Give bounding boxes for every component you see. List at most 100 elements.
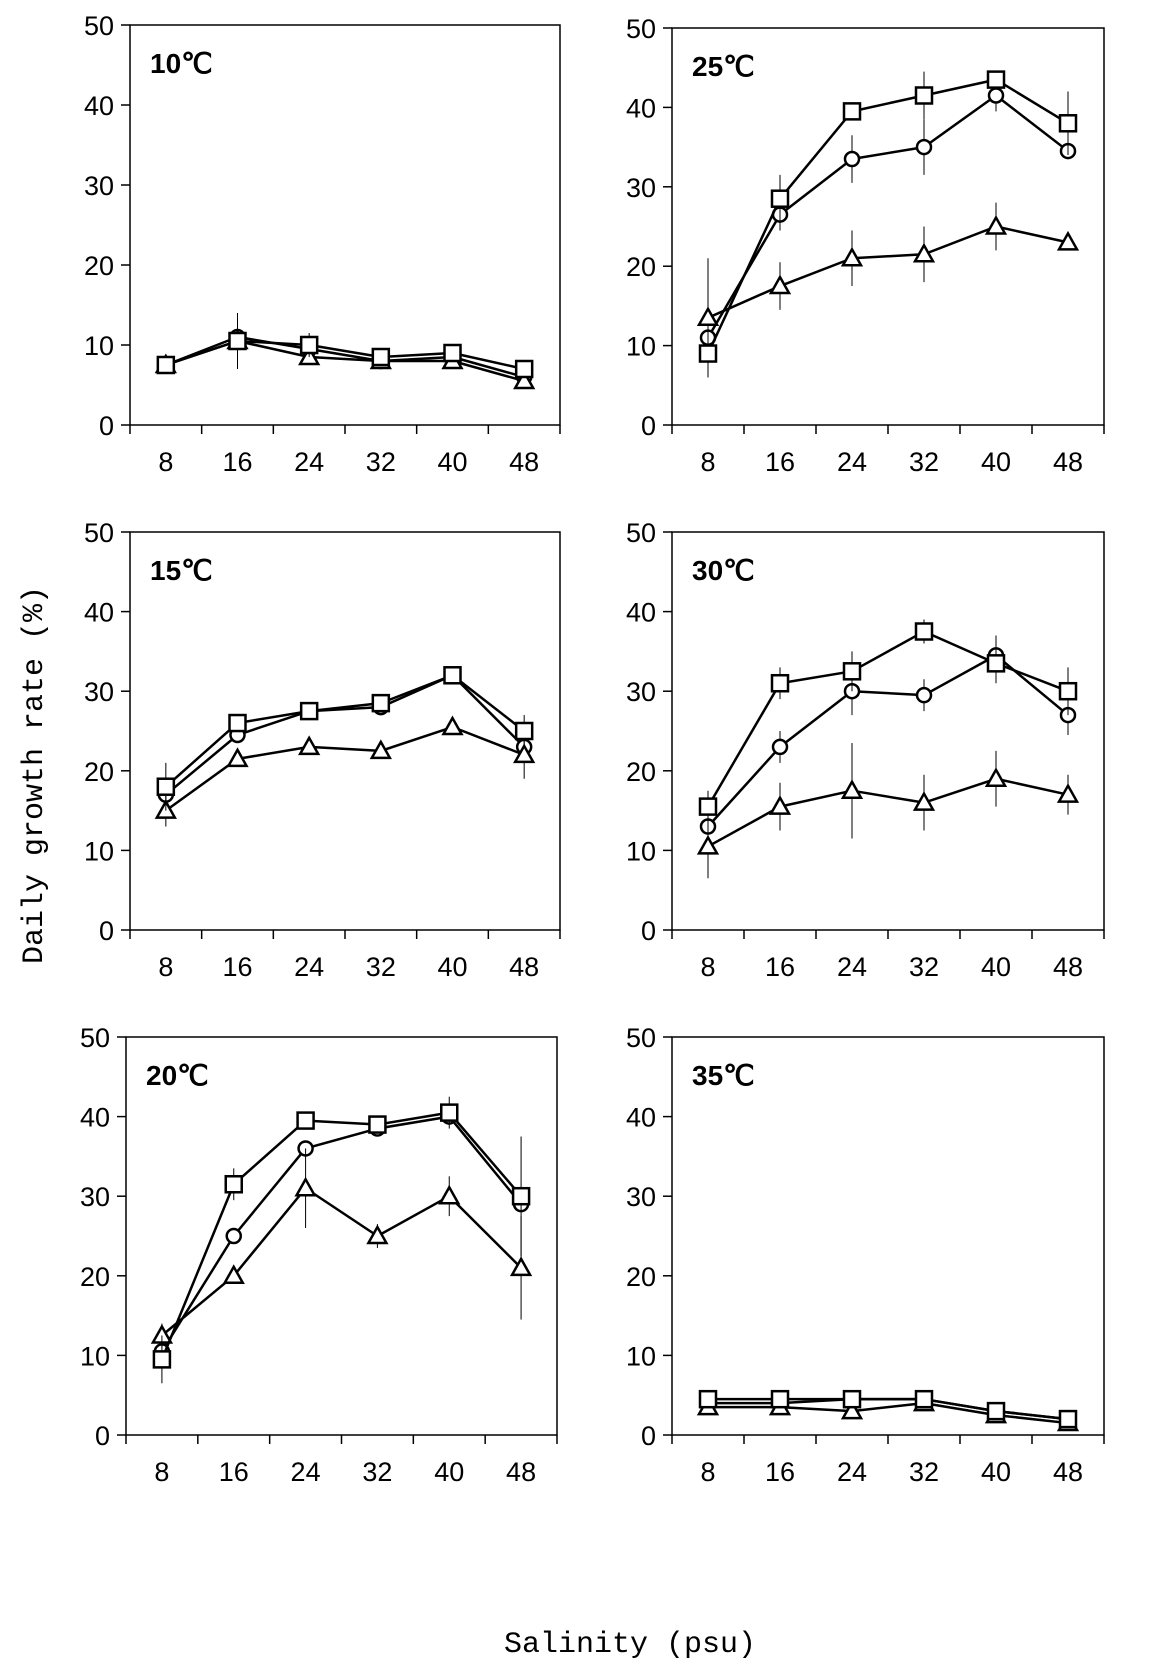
x-tick-label: 8: [700, 952, 715, 982]
series-square: [156, 313, 534, 379]
y-tick-label: 30: [626, 677, 656, 707]
panel-title: 25℃: [692, 51, 755, 82]
data-point-square: [299, 335, 319, 355]
data-point-circle: [915, 138, 933, 156]
y-tick-label: 40: [84, 91, 114, 121]
x-tick-label: 8: [158, 952, 173, 982]
plot-frame: [129, 531, 561, 931]
data-point-square: [698, 1389, 718, 1409]
series-square: [698, 1389, 1078, 1429]
y-tick-label: 10: [626, 1341, 656, 1371]
y-tick-label: 0: [99, 411, 114, 441]
x-tick-label: 32: [362, 1457, 392, 1487]
y-tick-label: 50: [626, 14, 656, 44]
x-tick-label: 40: [981, 1457, 1011, 1487]
data-point-triangle: [226, 747, 249, 768]
data-point-square: [371, 347, 391, 367]
y-tick-label: 50: [626, 518, 656, 548]
x-tick-label: 48: [509, 447, 539, 477]
data-point-square: [228, 331, 247, 351]
x-tick-label: 32: [909, 447, 939, 477]
y-tick-label: 40: [626, 598, 656, 628]
data-point-square: [514, 721, 534, 741]
series-line: [165, 725, 525, 812]
y-tick-label: 20: [626, 1262, 656, 1292]
y-tick-label: 30: [626, 173, 656, 203]
series-triangle: [696, 202, 1080, 378]
data-point-square: [986, 70, 1006, 89]
x-tick-label: 48: [1053, 952, 1083, 982]
series-line: [707, 777, 1069, 848]
data-point-circle: [987, 87, 1005, 104]
x-tick-label: 24: [294, 447, 324, 477]
x-tick-label: 8: [154, 1457, 169, 1487]
x-tick-label: 16: [219, 1457, 249, 1487]
data-point-triangle: [768, 274, 792, 295]
x-tick-label: 48: [509, 952, 539, 982]
y-tick-label: 40: [626, 93, 656, 123]
data-point-triangle: [840, 246, 864, 267]
x-tick-label: 8: [700, 447, 715, 477]
data-point-circle: [771, 738, 789, 756]
y-tick-label: 30: [84, 171, 114, 201]
panel-grid: 0 10 20 30 40 50 8 16 24 32 40 48 10℃ 0 10 20 30 40 50 8 16 2…: [80, 11, 1105, 1487]
data-point-triangle: [298, 735, 321, 756]
data-point-square: [914, 1389, 934, 1409]
data-point-square: [770, 189, 790, 208]
x-tick-label: 16: [222, 952, 252, 982]
x-tick-label: 16: [765, 952, 795, 982]
data-point-square: [368, 1115, 387, 1134]
series-triangle: [150, 1148, 533, 1348]
data-point-square: [511, 1186, 531, 1206]
series-line: [708, 1401, 1069, 1425]
series-triangle: [696, 742, 1080, 879]
y-tick-label: 0: [99, 916, 114, 946]
x-tick-label: 24: [837, 952, 867, 982]
series-line: [160, 1115, 523, 1353]
y-tick-label: 10: [84, 836, 114, 866]
data-point-triangle: [441, 715, 464, 736]
x-tick-label: 32: [366, 952, 396, 982]
y-tick-label: 10: [84, 331, 114, 361]
data-point-triangle: [222, 1264, 245, 1285]
chart-panel-1: 0 10 20 30 40 50 8 16 24 32 40 48 10℃: [84, 11, 561, 477]
chart-panel-2: 0 10 20 30 40 50 8 16 24 32 40 48 25℃: [626, 14, 1105, 477]
data-point-triangle: [1056, 230, 1080, 251]
data-point-square: [698, 344, 718, 363]
series-line: [165, 339, 525, 371]
series-square: [156, 666, 534, 811]
data-point-square: [1058, 114, 1078, 133]
series-line: [706, 94, 1069, 339]
x-tick-label: 32: [909, 952, 939, 982]
data-point-square: [1058, 1409, 1078, 1429]
x-tick-label: 40: [437, 952, 467, 982]
plot-frame: [671, 27, 1105, 426]
data-point-square: [914, 622, 934, 641]
data-point-square: [986, 654, 1006, 673]
series-square: [152, 1096, 531, 1384]
y-tick-label: 50: [80, 1023, 110, 1053]
data-point-triangle: [984, 214, 1008, 235]
x-tick-label: 40: [437, 447, 467, 477]
y-axis-label: Daily growth rate (%): [18, 586, 52, 964]
series-circle: [699, 79, 1077, 346]
y-tick-label: 50: [626, 1023, 656, 1053]
data-point-triangle: [294, 1176, 317, 1197]
data-point-triangle: [696, 306, 720, 327]
x-tick-label: 48: [506, 1457, 536, 1487]
y-tick-label: 10: [626, 332, 656, 362]
series-square: [698, 70, 1078, 378]
series-line: [160, 1111, 523, 1360]
series-line: [165, 674, 526, 796]
data-point-circle: [915, 686, 933, 704]
data-point-circle: [843, 150, 861, 168]
x-tick-label: 40: [434, 1457, 464, 1487]
y-tick-label: 30: [626, 1182, 656, 1212]
data-point-triangle: [438, 1184, 461, 1205]
y-tick-label: 30: [80, 1182, 110, 1212]
data-point-square: [299, 701, 319, 721]
data-point-square: [296, 1111, 315, 1130]
x-tick-label: 24: [291, 1457, 321, 1487]
data-point-square: [770, 673, 790, 693]
data-point-square: [224, 1175, 243, 1194]
